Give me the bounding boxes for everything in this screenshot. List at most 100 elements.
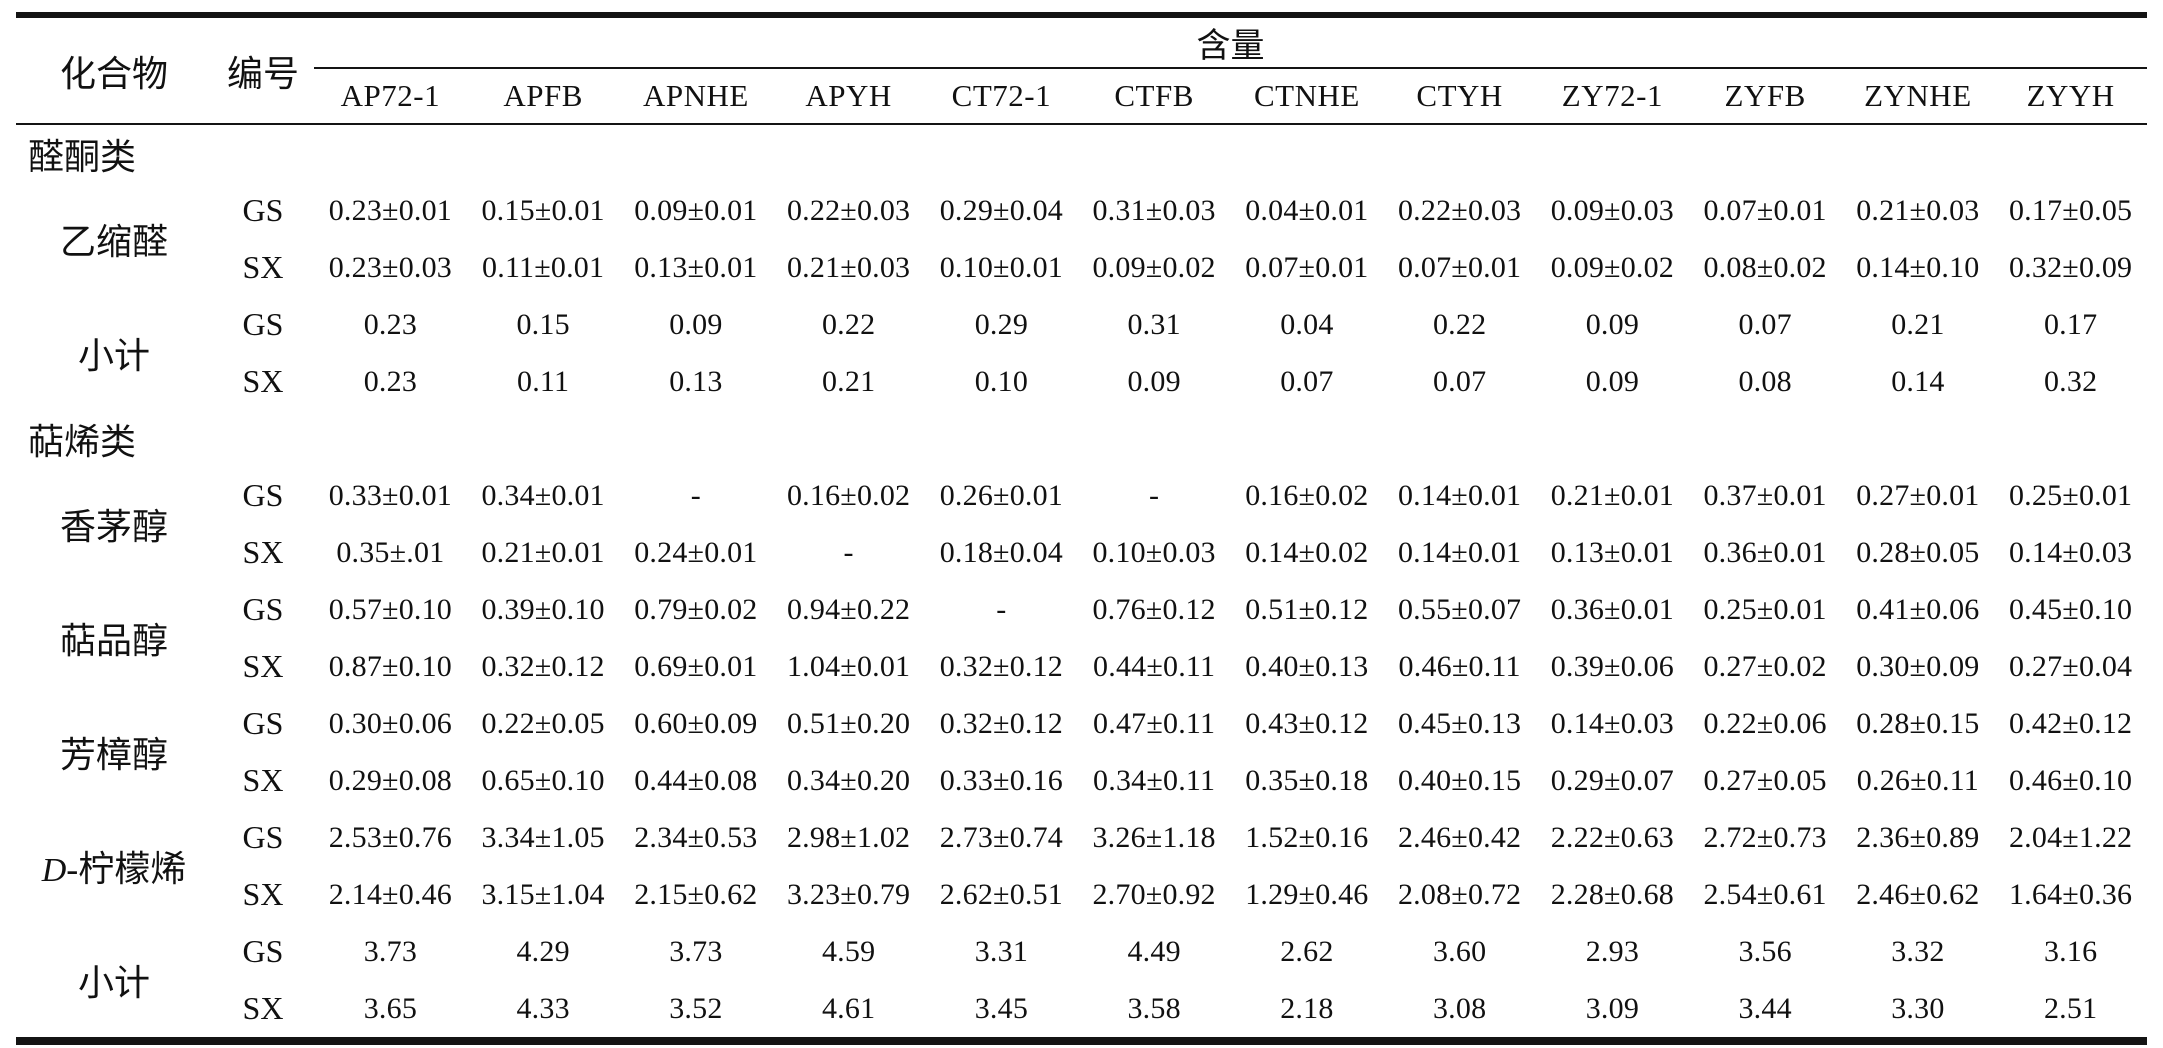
column-header-apyh: APYH <box>772 68 925 125</box>
value-cell: 0.55±0.07 <box>1397 592 1522 626</box>
column-header-apnhe: APNHE <box>619 68 773 125</box>
value-cell: 4.29 <box>516 934 570 968</box>
value-cell: 0.16±0.02 <box>786 478 911 512</box>
value-cell: 0.45±0.13 <box>1397 706 1522 740</box>
value-cell: 4.61 <box>821 991 876 1025</box>
section-label: 醛酮类 <box>28 136 137 177</box>
value-cell: 0.23±0.03 <box>328 250 452 284</box>
value-cell: 0.22±0.03 <box>786 193 911 227</box>
value-cell: 2.70±0.92 <box>1092 877 1216 911</box>
data-row: SX 0.23 0.11 0.13 0.21 0.10 0.09 0.07 0.07 0.09 0.… <box>16 353 2147 410</box>
value-cell: 2.08±0.72 <box>1397 877 1522 911</box>
value-cell: 0.27±0.04 <box>2008 649 2133 683</box>
value-cell: 0.04 <box>1280 307 1334 341</box>
value-cell: 0.34±0.20 <box>786 763 911 797</box>
column-header-ct72-1: CT72-1 <box>925 68 1078 125</box>
value-cell: 0.14 <box>1891 364 1945 398</box>
value-cell: 1.29±0.46 <box>1245 877 1369 911</box>
section-row: 萜烯类 <box>16 410 2147 467</box>
code-cell: SX <box>242 876 284 912</box>
value-cell: 0.51±0.20 <box>786 706 911 740</box>
value-cell: 3.65 <box>363 991 418 1025</box>
value-cell: 0.09 <box>669 307 723 341</box>
value-cell: 0.51±0.12 <box>1245 592 1369 626</box>
value-cell: 0.11±0.01 <box>482 250 605 284</box>
value-cell: 0.45±0.10 <box>2008 592 2133 626</box>
value-cell: 0.15±0.01 <box>481 193 605 227</box>
value-cell: 2.72±0.73 <box>1703 820 1827 854</box>
data-row: SX 3.65 4.33 3.52 4.61 3.45 3.58 2.18 3.08 3.09 3.… <box>16 980 2147 1041</box>
value-cell: 2.15±0.62 <box>634 877 758 911</box>
data-row: SX 0.87±0.10 0.32±0.12 0.69±0.01 1.04±0.01 0.… <box>16 638 2147 695</box>
value-cell: 0.46±0.10 <box>2008 763 2133 797</box>
value-cell: 0.17±0.05 <box>2008 193 2133 227</box>
value-cell: 2.22±0.63 <box>1550 820 1674 854</box>
value-cell: 0.21±0.01 <box>1550 478 1674 512</box>
value-cell: 0.07 <box>1738 307 1792 341</box>
code-cell: GS <box>242 477 284 513</box>
value-cell: 2.36±0.89 <box>1856 820 1980 854</box>
code-cell: SX <box>242 363 284 399</box>
column-header-zyfb: ZYFB <box>1688 68 1842 125</box>
value-cell: 4.33 <box>516 991 570 1025</box>
value-cell: 0.41±0.06 <box>1856 592 1980 626</box>
data-row: 小计 GS 3.73 4.29 3.73 4.59 3.31 4.49 2.62 3.60 2.93… <box>16 923 2147 1003</box>
value-cell: 0.09±0.02 <box>1550 250 1674 284</box>
value-cell: 0.11 <box>517 364 570 398</box>
value-cell: 0.29±0.04 <box>939 193 1063 227</box>
code-cell: SX <box>242 762 284 798</box>
value-cell: 0.04±0.01 <box>1245 193 1369 227</box>
value-cell: 0.69±0.01 <box>634 649 758 683</box>
value-cell: 0.37±0.01 <box>1703 478 1827 512</box>
value-cell: 2.53±0.76 <box>328 820 452 854</box>
value-cell: 0.08±0.02 <box>1703 250 1827 284</box>
value-cell: 0.23 <box>363 307 418 341</box>
value-cell: 0.14±0.10 <box>1856 250 1980 284</box>
value-cell: 0.09 <box>1585 307 1640 341</box>
value-cell: 0.44±0.11 <box>1093 649 1216 683</box>
value-cell: 0.30±0.06 <box>328 706 452 740</box>
value-cell: 0.31 <box>1127 307 1181 341</box>
value-cell: 0.87±0.10 <box>328 649 452 683</box>
value-cell: 2.34±0.53 <box>634 820 758 854</box>
value-cell: 0.13±0.01 <box>1550 535 1674 569</box>
value-cell: 0.09±0.01 <box>634 193 758 227</box>
value-cell: 0.07±0.01 <box>1245 250 1369 284</box>
value-cell: 3.73 <box>669 934 723 968</box>
value-cell: 0.33±0.01 <box>328 478 452 512</box>
value-cell: 0.40±0.15 <box>1397 763 1522 797</box>
data-row: 乙缩醛 GS 0.23±0.01 0.15±0.01 0.09±0.01 0.22±0.0… <box>16 182 2147 262</box>
value-cell: 0.07 <box>1280 364 1334 398</box>
data-row: 萜品醇 GS 0.57±0.10 0.39±0.10 0.79±0.02 0.94±0.2… <box>16 581 2147 661</box>
value-cell: 0.36±0.01 <box>1550 592 1674 626</box>
value-cell: - <box>1149 478 1160 512</box>
value-cell: 0.28±0.15 <box>1856 706 1980 740</box>
value-cell: 0.35±.01 <box>336 535 445 569</box>
value-cell: 0.26±0.01 <box>939 478 1063 512</box>
value-cell: 0.94±0.22 <box>786 592 911 626</box>
value-cell: 1.52±0.16 <box>1245 820 1369 854</box>
value-cell: 3.16 <box>2043 934 2098 968</box>
column-header-code: 编号 <box>212 15 314 125</box>
code-cell: GS <box>242 591 284 627</box>
value-cell: 0.21±0.01 <box>481 535 605 569</box>
value-cell: - <box>843 535 854 569</box>
compound-label: 小计 <box>77 963 150 1003</box>
value-cell: 0.28±0.05 <box>1856 535 1980 569</box>
value-cell: 0.15 <box>516 307 570 341</box>
value-cell: 1.64±0.36 <box>2008 877 2133 911</box>
value-cell: 0.39±0.06 <box>1550 649 1674 683</box>
value-cell: 3.23±0.79 <box>786 877 911 911</box>
column-header-zynhe: ZYNHE <box>1841 68 1995 125</box>
value-cell: 2.54±0.61 <box>1703 877 1827 911</box>
value-cell: 0.36±0.01 <box>1703 535 1827 569</box>
value-cell: 0.10 <box>974 364 1029 398</box>
data-row: SX 0.29±0.08 0.65±0.10 0.44±0.08 0.34±0.20 0.… <box>16 752 2147 809</box>
value-cell: 0.32 <box>2043 364 2098 398</box>
value-cell: 2.28±0.68 <box>1550 877 1674 911</box>
data-row: 香茅醇 GS 0.33±0.01 0.34±0.01 - 0.16±0.02 0.26±0.… <box>16 467 2147 547</box>
column-header-ctfb: CTFB <box>1077 68 1231 125</box>
value-cell: 0.08 <box>1738 364 1792 398</box>
value-cell: 0.27±0.02 <box>1703 649 1827 683</box>
